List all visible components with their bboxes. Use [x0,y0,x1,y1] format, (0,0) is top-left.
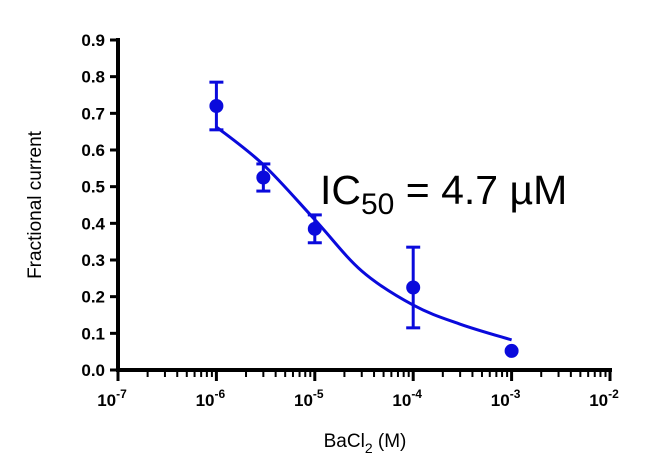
x-tick-base: 10 [589,391,608,410]
data-point [209,99,224,113]
x-tick-base: 10 [97,391,116,410]
y-tick-label: 0.2 [81,288,105,307]
x-axis-ticks: 10-7 10-6 10-5 10-4 10-3 10-2 [97,370,619,410]
x-tick-label: 10-6 [196,387,226,410]
x-tick-exponent: -2 [608,387,619,401]
data-point [504,343,519,358]
x-tick-exponent: -5 [313,387,324,401]
y-tick-label: 0.9 [81,31,105,50]
x-tick-base: 10 [294,391,313,410]
y-tick-label: 0.4 [81,214,105,233]
x-tick-label: 10-4 [392,387,422,410]
y-tick-label: 0.8 [81,68,105,87]
x-tick-label: 10-5 [294,387,324,410]
data-point [307,221,322,236]
x-tick-label: 10-7 [97,387,127,410]
y-axis-label: Fractional current [25,130,46,279]
x-axis-label: BaCl2 (M) [324,431,407,456]
fit-curve [215,125,513,342]
x-tick-label: 10-2 [589,387,619,410]
x-tick-exponent: -6 [215,387,226,401]
x-tick-exponent: -3 [510,387,521,401]
y-tick-label: 0.6 [81,141,105,160]
x-tick-exponent: -7 [116,387,127,401]
y-tick-label: 0.5 [81,178,105,197]
y-tick-label: 0.3 [81,251,105,270]
x-tick-label: 10-3 [491,387,521,410]
x-tick-base: 10 [196,391,215,410]
data-point [406,280,421,295]
x-tick-base: 10 [392,391,411,410]
data-point [256,170,271,185]
ic50-annotation: IC50 = 4.7 µM [320,167,567,221]
y-tick-label: 0.7 [81,104,105,123]
y-axis-ticks: 0.0 0.1 0.2 0.3 0.4 0.5 0.6 0.7 0.8 0.9 [81,31,118,380]
y-tick-label: 0.1 [81,324,105,343]
x-tick-exponent: -4 [411,387,422,401]
data-points [209,80,519,358]
x-tick-base: 10 [491,391,510,410]
y-tick-label: 0.0 [81,361,105,380]
